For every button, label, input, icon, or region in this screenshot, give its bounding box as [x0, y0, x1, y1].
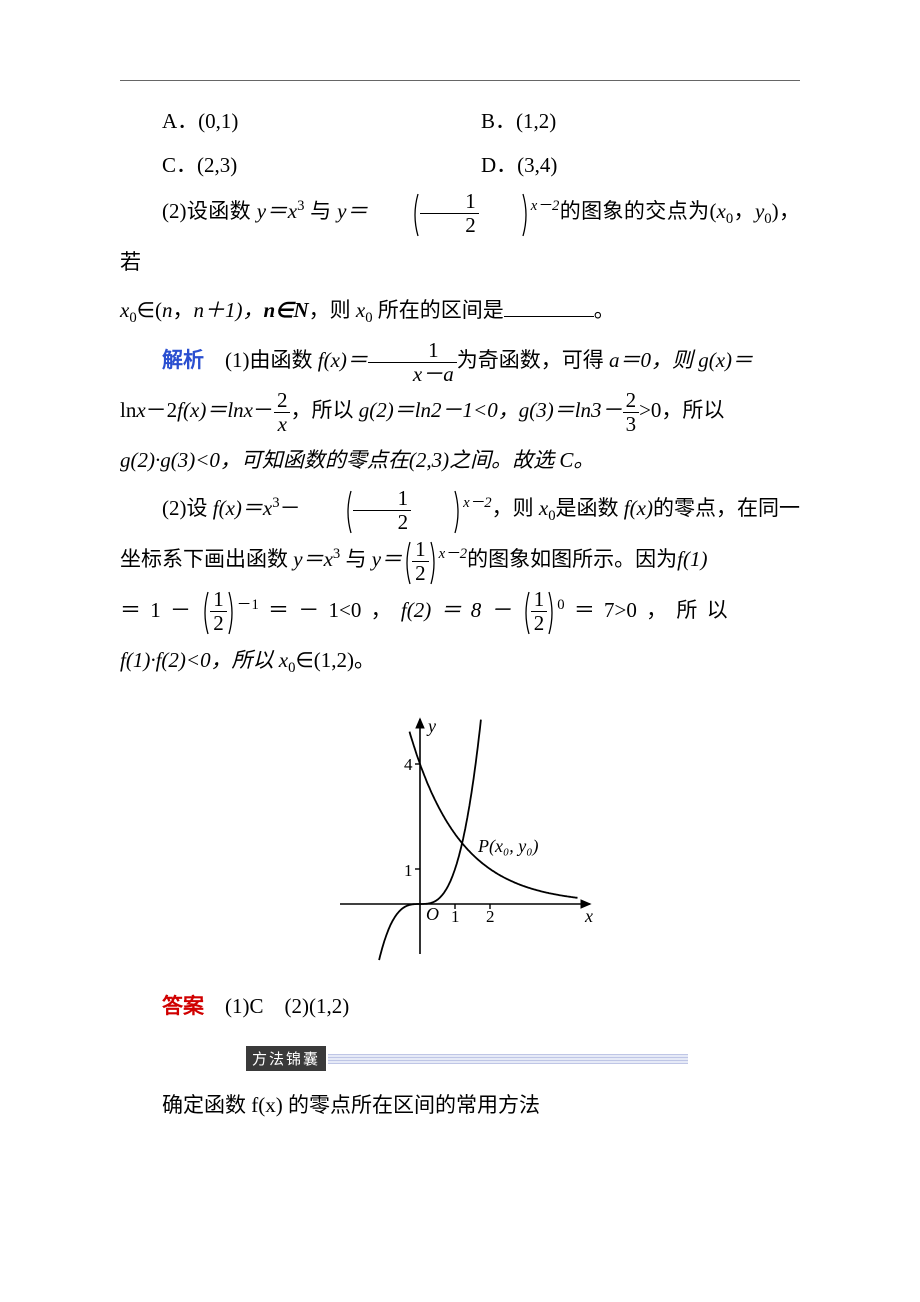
svg-text:x: x: [584, 906, 593, 926]
svg-text:y: y: [426, 716, 436, 736]
option-d: D．(3,4): [481, 143, 800, 187]
svg-text:P(x₀, y₀): P(x₀, y₀): [477, 836, 538, 857]
page: A．(0,1) B．(1,2) C．(2,3) D．(3,4) (2)设函数 y…: [0, 0, 920, 1302]
sol-p5: 坐标系下画出函数 y＝x3 与 y＝12x－2的图象如图所示。因为f(1): [120, 535, 800, 586]
q2-line2: x0∈(n，n＋1)，n∈N，则 x0 所在的区间是。: [120, 286, 800, 336]
svg-text:1: 1: [404, 861, 413, 880]
svg-text:O: O: [426, 904, 439, 924]
divider: [120, 80, 800, 81]
answer-label: 答案: [162, 994, 204, 1018]
option-b: B．(1,2): [481, 99, 800, 143]
svg-text:2: 2: [486, 907, 495, 926]
sol-p6: ＝ 1 － 12－1 ＝ － 1<0 ， f(2) ＝ 8 － 120 ＝ 7>…: [120, 586, 800, 637]
stripe-icon: [328, 1054, 688, 1064]
graph: y x O 1 4 1 2 P(x₀, y₀): [120, 704, 800, 970]
svg-text:1: 1: [451, 907, 460, 926]
answer-line: 答案 (1)C (2)(1,2): [120, 982, 800, 1030]
option-a: A．(0,1): [162, 99, 481, 143]
svg-text:4: 4: [404, 755, 413, 774]
method-text: 确定函数 f(x) 的零点所在区间的常用方法: [120, 1081, 800, 1129]
options-block: A．(0,1) B．(1,2) C．(2,3) D．(3,4): [162, 99, 800, 187]
sol-p1: 解析 (1)由函数 f(x)＝1x－a为奇函数，可得 a＝0，则 g(x)＝: [120, 336, 800, 386]
solution-label: 解析: [162, 348, 204, 372]
sol-p4: (2)设 f(x)＝x3－12x－2，则 x0是函数 f(x)的零点，在同一: [120, 484, 800, 535]
sol-p2: lnx－2f(x)＝lnx－2x，所以 g(2)＝ln2－1<0，g(3)＝ln…: [120, 386, 800, 436]
q2-line1: (2)设函数 y＝x3 与 y＝12x－2的图象的交点为(x0，y0)，若: [120, 187, 800, 286]
option-c: C．(2,3): [162, 143, 481, 187]
sol-p3: g(2)·g(3)<0，可知函数的零点在(2,3)之间。故选 C。: [120, 436, 800, 484]
method-banner: 方法锦囊: [120, 1045, 800, 1071]
rparen-icon: [479, 189, 531, 238]
sol-p7: f(1)·f(2)<0，所以 x0∈(1,2)。: [120, 636, 800, 686]
lparen-icon: [368, 189, 420, 238]
method-badge: 方法锦囊: [246, 1046, 326, 1071]
blank-fill: [504, 316, 594, 317]
